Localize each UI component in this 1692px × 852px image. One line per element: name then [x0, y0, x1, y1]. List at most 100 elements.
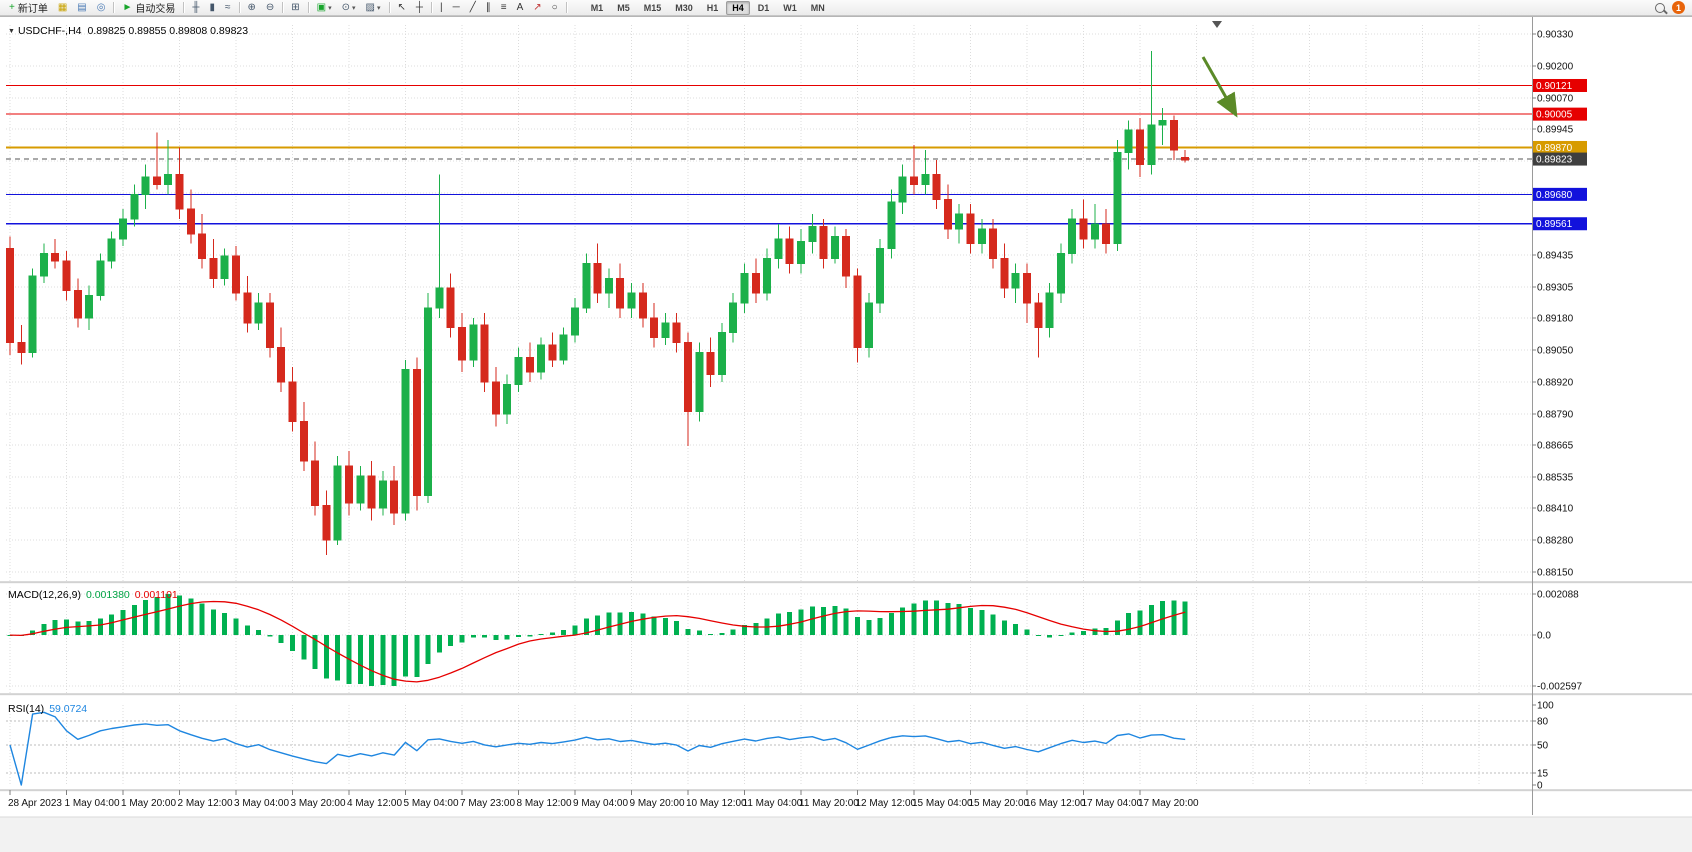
chart-shift-marker[interactable] [1212, 21, 1222, 28]
macd-signal-line [9, 600, 1186, 683]
shapes-button[interactable]: ○ [548, 0, 562, 16]
toolbar-separator [431, 2, 432, 13]
vertical-line-button[interactable]: | [436, 0, 447, 16]
play-icon: ► [122, 1, 133, 13]
timeframe-switcher: M1 M5 M15 M30 H1 H4 D1 W1 MN [584, 0, 832, 15]
svg-text:2 May 12:00: 2 May 12:00 [178, 798, 233, 809]
timeframe-m15-button[interactable]: M15 [643, 2, 662, 13]
svg-text:0.90200: 0.90200 [1537, 61, 1574, 72]
svg-text:0: 0 [1537, 781, 1543, 792]
svg-text:0.88150: 0.88150 [1537, 568, 1574, 579]
macd-main-value: 0.001380 [85, 589, 130, 601]
market-watch-button[interactable]: ▤ [73, 0, 90, 16]
svg-text:0.88665: 0.88665 [1537, 440, 1574, 451]
bar-chart-button[interactable]: ╫ [188, 0, 203, 16]
price-badge [1533, 78, 1587, 92]
fibonacci-button[interactable]: ≡ [497, 0, 511, 16]
chart-window: 0.90330 0.90200 0.90070 0.89945 0.89435 0.893… [0, 16, 1692, 852]
rsi-name: RSI(14) [8, 703, 45, 715]
cursor-icon: ↖ [397, 1, 406, 13]
rsi-levels [6, 720, 1532, 774]
navigator-button[interactable]: ◎ [93, 0, 110, 16]
chevron-down-icon: ▾ [328, 4, 332, 12]
tile-windows-button[interactable]: ⊞ [287, 0, 303, 16]
auto-trading-button[interactable]: ► 自动交易 [118, 0, 179, 16]
market-watch-icon: ▤ [77, 1, 87, 13]
svg-text:15 May 04:00: 15 May 04:00 [912, 798, 973, 809]
svg-text:0.89180: 0.89180 [1537, 313, 1574, 324]
toolbar-separator [307, 2, 309, 13]
timeframe-h4-button[interactable]: H4 [726, 0, 750, 15]
arrows-button[interactable]: ↗ [529, 0, 545, 16]
zoom-in-button[interactable]: ⊕ [244, 0, 260, 16]
timeframe-h1-button[interactable]: H1 [706, 2, 719, 13]
svg-text:0.90330: 0.90330 [1537, 29, 1574, 40]
toolbar-separator [282, 2, 284, 13]
macd-indicator-label: MACD(12,26,9) 0.001380 0.001101 [8, 589, 178, 601]
charts-grid-button[interactable]: ▦ [54, 0, 71, 16]
toolbar-separator [183, 2, 185, 13]
svg-text:0.90005: 0.90005 [1536, 110, 1573, 121]
svg-text:0.88280: 0.88280 [1537, 536, 1574, 547]
cursor-button[interactable]: ↖ [394, 0, 410, 16]
toolbar-right: 1 [1655, 1, 1688, 14]
horizontal-level-lines[interactable] [6, 84, 1532, 225]
tile-windows-icon: ⊞ [291, 1, 300, 13]
toolbar-separator [565, 2, 567, 13]
svg-text:15 May 20:00: 15 May 20:00 [969, 798, 1030, 809]
svg-text:0.88920: 0.88920 [1537, 378, 1574, 389]
svg-text:0.89305: 0.89305 [1537, 282, 1574, 293]
timeframe-mn-button[interactable]: MN [810, 2, 825, 13]
clock-icon: ⊙ [341, 1, 351, 13]
shapes-icon: ○ [551, 1, 558, 13]
svg-text:28 Apr 2023: 28 Apr 2023 [8, 798, 62, 809]
svg-text:0.89561: 0.89561 [1536, 219, 1573, 230]
price-badge [1533, 107, 1587, 121]
horizontal-line-button[interactable]: ─ [449, 0, 464, 16]
plus-doc-icon: + [9, 1, 15, 13]
chart-menu-arrow-icon[interactable]: ▼ [8, 28, 15, 35]
timeframe-d1-button[interactable]: D1 [757, 2, 770, 13]
templates-button[interactable]: ▨ ▾ [362, 0, 385, 16]
toolbar-separator [388, 2, 390, 13]
chart-symbol-period: USDCHF-,H4 [17, 25, 82, 37]
price-chart-canvas[interactable]: 0.90330 0.90200 0.90070 0.89945 0.89435 0.893… [0, 17, 1692, 852]
line-chart-button[interactable]: ≈ [221, 0, 235, 16]
text-button[interactable]: A [513, 0, 528, 16]
timeframe-m5-button[interactable]: M5 [617, 2, 630, 13]
search-icon[interactable] [1655, 2, 1665, 13]
svg-text:8 May 12:00: 8 May 12:00 [517, 798, 572, 809]
trend-arrow-annotation[interactable] [1201, 56, 1238, 118]
svg-text:11 May 04:00: 11 May 04:00 [743, 798, 803, 809]
timeframe-w1-button[interactable]: W1 [783, 2, 797, 13]
candlestick-icon: ▮ [209, 1, 215, 13]
crosshair-button[interactable]: ┼ [412, 0, 427, 16]
channel-button[interactable]: ∥ [482, 0, 495, 16]
crosshair-icon: ┼ [415, 1, 423, 13]
timeframe-m30-button[interactable]: M30 [675, 2, 693, 13]
svg-text:0.89435: 0.89435 [1537, 250, 1574, 261]
vertical-line-icon: | [440, 1, 443, 13]
svg-text:16 May 12:00: 16 May 12:00 [1025, 798, 1086, 809]
svg-text:0.89050: 0.89050 [1537, 345, 1574, 356]
toolbar: + 新订单 ▦ ▤ ◎ ► 自动交易 ╫ ▮ ≈ ⊕ ⊖ ⊞ ▣ ▾ ⊙ ▾ ▨ ▾ ↖ ┼ | ─ ╱ ∥ ≡ A ↗ ○ M1 M5 M… [0, 0, 1692, 16]
pane-separator[interactable] [0, 581, 1692, 792]
notification-badge[interactable]: 1 [1672, 1, 1685, 14]
price-axis: 0.90330 0.90200 0.90070 0.89945 0.89435 0.893… [1532, 17, 1582, 815]
svg-text:0.002088: 0.002088 [1537, 590, 1579, 601]
trendline-icon: ╱ [469, 1, 476, 13]
window-bottom-strip [0, 817, 1692, 852]
svg-text:0.90070: 0.90070 [1537, 94, 1574, 105]
svg-text:7 May 23:00: 7 May 23:00 [460, 798, 515, 809]
new-order-button[interactable]: + 新订单 [5, 0, 52, 16]
chart-grid-icon: ▦ [57, 1, 68, 13]
periods-button[interactable]: ⊙ ▾ [338, 0, 360, 16]
trendline-button[interactable]: ╱ [466, 0, 480, 16]
timeframe-m1-button[interactable]: M1 [590, 2, 604, 13]
candlestick-chart-button[interactable]: ▮ [205, 0, 219, 16]
zoom-out-button[interactable]: ⊖ [262, 0, 278, 16]
svg-text:17 May 04:00: 17 May 04:00 [1082, 798, 1143, 809]
svg-text:0.89870: 0.89870 [1536, 143, 1573, 154]
chart-ohlc-values: 0.89825 0.89855 0.89808 0.89823 [87, 25, 249, 37]
new-chart-button[interactable]: ▣ ▾ [313, 0, 336, 16]
